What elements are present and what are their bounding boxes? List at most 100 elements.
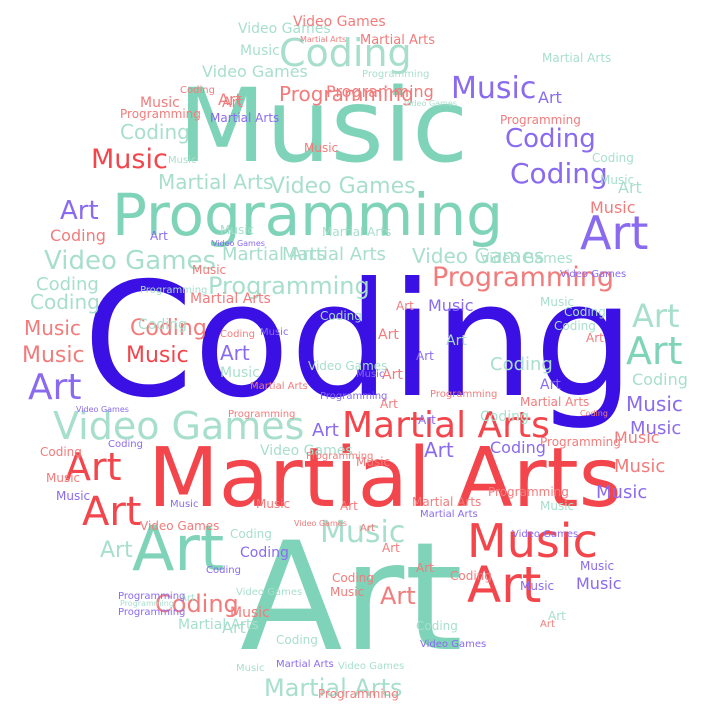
word-music: Music: [220, 365, 260, 381]
word-music: Music: [330, 585, 365, 599]
word-music: Music: [520, 579, 555, 593]
word-art: Art: [548, 609, 566, 623]
word-art: Art: [28, 367, 82, 408]
word-art: Art: [586, 331, 604, 345]
word-art: Art: [360, 523, 375, 534]
word-coding: Coding: [120, 120, 190, 144]
word-coding: Coding: [554, 319, 596, 333]
word-coding: Coding: [279, 31, 412, 75]
word-music: Music: [168, 155, 197, 166]
word-art: Art: [538, 88, 562, 107]
word-martial-arts: Martial Arts: [210, 111, 280, 125]
word-coding: Coding: [505, 124, 596, 154]
word-coding: Coding: [30, 290, 100, 314]
word-music: Music: [540, 295, 575, 309]
word-art: Art: [222, 95, 243, 111]
word-martial-arts: Martial Arts: [282, 244, 386, 265]
word-art: Art: [580, 206, 649, 260]
word-video-games: Video Games: [260, 443, 353, 459]
word-art: Art: [65, 445, 122, 489]
word-video-games: Video Games: [270, 174, 416, 199]
word-programming: Programming: [500, 113, 581, 127]
word-art: Art: [380, 582, 416, 610]
word-martial-arts-large: Martial Arts: [148, 431, 622, 526]
word-coding: Coding: [206, 565, 241, 576]
word-martial-arts: Martial Arts: [158, 170, 274, 194]
word-art-large: Art: [240, 511, 464, 685]
word-coding: Coding: [108, 439, 143, 450]
word-video-games: Video Games: [308, 359, 388, 373]
word-music: Music: [428, 296, 474, 315]
word-martial-arts: Martial Arts: [360, 33, 436, 48]
word-art: Art: [382, 541, 400, 555]
word-martial-arts: Martial Arts: [250, 381, 308, 392]
word-music: Music: [580, 559, 615, 573]
word-martial-arts: Martial Arts: [520, 395, 590, 409]
word-music: Music: [91, 144, 168, 175]
word-coding: Coding: [450, 569, 492, 583]
word-martial-arts: Martial Arts: [542, 51, 612, 65]
word-programming: Programming: [120, 107, 201, 121]
word-music: Music: [22, 343, 85, 368]
word-programming: Programming: [228, 409, 296, 420]
word-art: Art: [218, 90, 242, 109]
word-video-games: Video Games: [44, 246, 217, 276]
word-art: Art: [540, 377, 561, 393]
word-art: Art: [396, 299, 414, 313]
word-art: Art: [540, 619, 555, 630]
word-music: Music: [590, 198, 636, 217]
word-music: Music: [576, 574, 622, 593]
word-martial-arts: Martial Arts: [222, 244, 326, 265]
word-music: Music: [46, 471, 81, 485]
word-coding: Coding: [490, 438, 546, 457]
word-music: Music: [260, 327, 289, 338]
word-music: Music: [626, 392, 683, 416]
word-music: Music: [24, 316, 81, 340]
word-programming: Programming: [120, 599, 174, 608]
word-art: Art: [100, 538, 133, 563]
word-art: Art: [632, 297, 680, 335]
word-music: Music: [240, 43, 280, 59]
word-martial-arts: Martial Arts: [300, 35, 347, 44]
word-video-games: Video Games: [293, 14, 386, 30]
word-programming: Programming: [118, 591, 186, 602]
word-art: Art: [150, 229, 168, 243]
word-art: Art: [382, 367, 403, 383]
word-music: Music: [614, 428, 660, 447]
word-coding: Coding: [276, 633, 318, 647]
word-video-games: Video Games: [404, 99, 457, 108]
word-art: Art: [446, 333, 467, 349]
word-programming: Programming: [320, 391, 388, 402]
word-coding: Coding: [138, 317, 187, 333]
word-art: Art: [418, 413, 436, 427]
word-martial-arts: Martial Arts: [420, 509, 478, 520]
word-coding: Coding: [416, 619, 458, 633]
word-coding-large: Coding: [83, 249, 635, 433]
word-video-games: Video Games: [294, 519, 347, 528]
word-art: Art: [416, 349, 434, 363]
word-coding: Coding: [180, 85, 215, 96]
word-art: Art: [467, 556, 542, 614]
word-programming: Programming: [279, 82, 414, 106]
word-art: Art: [378, 327, 399, 343]
word-art: Art: [340, 499, 358, 513]
word-video-games: Video Games: [53, 404, 305, 448]
word-music: Music: [220, 223, 255, 237]
word-coding: Coding: [632, 370, 688, 389]
word-art: Art: [618, 178, 642, 197]
word-coding: Coding: [320, 309, 362, 323]
word-martial-arts: Martial Arts: [178, 617, 259, 633]
word-programming: Programming: [140, 285, 208, 296]
word-music: Music: [630, 418, 682, 439]
word-martial-arts: Martial Arts: [190, 291, 271, 307]
word-music: Music: [600, 173, 635, 187]
word-coding: Coding: [332, 571, 374, 585]
word-video-games: Video Games: [412, 244, 545, 268]
word-coding: Coding: [130, 316, 207, 341]
word-music: Music: [596, 482, 648, 503]
word-art: Art: [416, 561, 434, 575]
word-art: Art: [220, 341, 250, 365]
word-video-games: Video Games: [76, 405, 129, 414]
word-programming: Programming: [432, 262, 614, 293]
word-martial-arts: Martial Arts: [322, 225, 392, 239]
